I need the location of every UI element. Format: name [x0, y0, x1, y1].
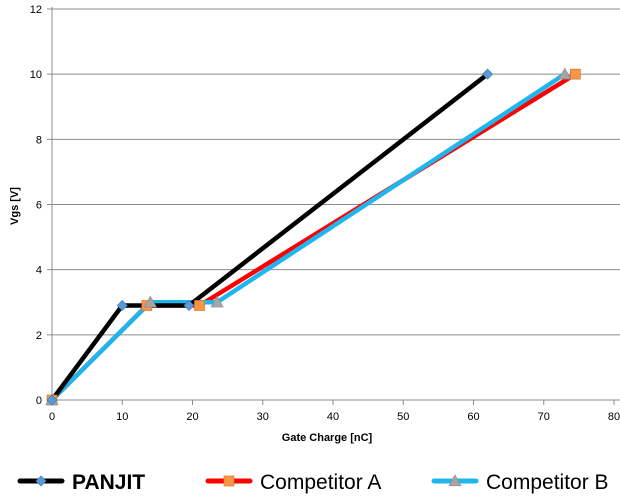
- x-tick-label: 0: [49, 411, 55, 423]
- y-tick-label: 4: [36, 265, 42, 277]
- x-axis-title: Gate Charge [nC]: [282, 432, 373, 444]
- y-tick-label: 0: [36, 395, 42, 407]
- data-point-competitor-a: [570, 68, 581, 80]
- legend-label: Competitor A: [260, 471, 381, 494]
- legend-label: PANJIT: [72, 471, 145, 494]
- legend-swatch-marker: [223, 475, 235, 487]
- y-tick-label: 6: [36, 200, 42, 212]
- data-point-competitor-b: [210, 295, 224, 308]
- legend: PANJIT Competitor A Competitor B: [17, 471, 609, 494]
- series-line-panjit: [49, 71, 490, 403]
- x-tick-label: 40: [327, 411, 339, 423]
- data-point-panjit: [183, 300, 195, 312]
- axis-layer: [47, 7, 620, 405]
- data-point-competitor-b: [558, 67, 572, 80]
- y-tick-label: 10: [30, 69, 42, 81]
- x-tick-label: 80: [608, 411, 620, 423]
- ticks-layer: 0 2 4 6 8 10 12 0 10 20 30 40 50 60 70 80: [30, 4, 620, 423]
- legend-label: Competitor B: [486, 471, 609, 494]
- legend-swatch-marker: [448, 474, 462, 487]
- data-point-panjit: [46, 394, 58, 406]
- y-tick-label: 2: [36, 330, 42, 342]
- x-tick-label: 30: [257, 411, 269, 423]
- x-tick-label: 60: [467, 411, 479, 423]
- legend-swatch-marker: [35, 475, 47, 487]
- data-point-panjit: [482, 68, 494, 80]
- y-tick-label: 8: [36, 134, 42, 146]
- x-tick-label: 20: [186, 411, 198, 423]
- series-layer: [45, 67, 581, 406]
- data-point-competitor-b: [143, 295, 157, 308]
- x-tick-label: 10: [116, 411, 128, 423]
- grid-layer: [52, 8, 620, 336]
- x-tick-label: 50: [397, 411, 409, 423]
- y-axis-title: Vgs [V]: [9, 187, 21, 225]
- x-tick-label: 70: [538, 411, 550, 423]
- data-point-panjit: [116, 300, 128, 312]
- y-tick-label: 12: [30, 4, 42, 16]
- series-line-competitor-b: [49, 71, 568, 403]
- data-point-competitor-a: [194, 300, 205, 311]
